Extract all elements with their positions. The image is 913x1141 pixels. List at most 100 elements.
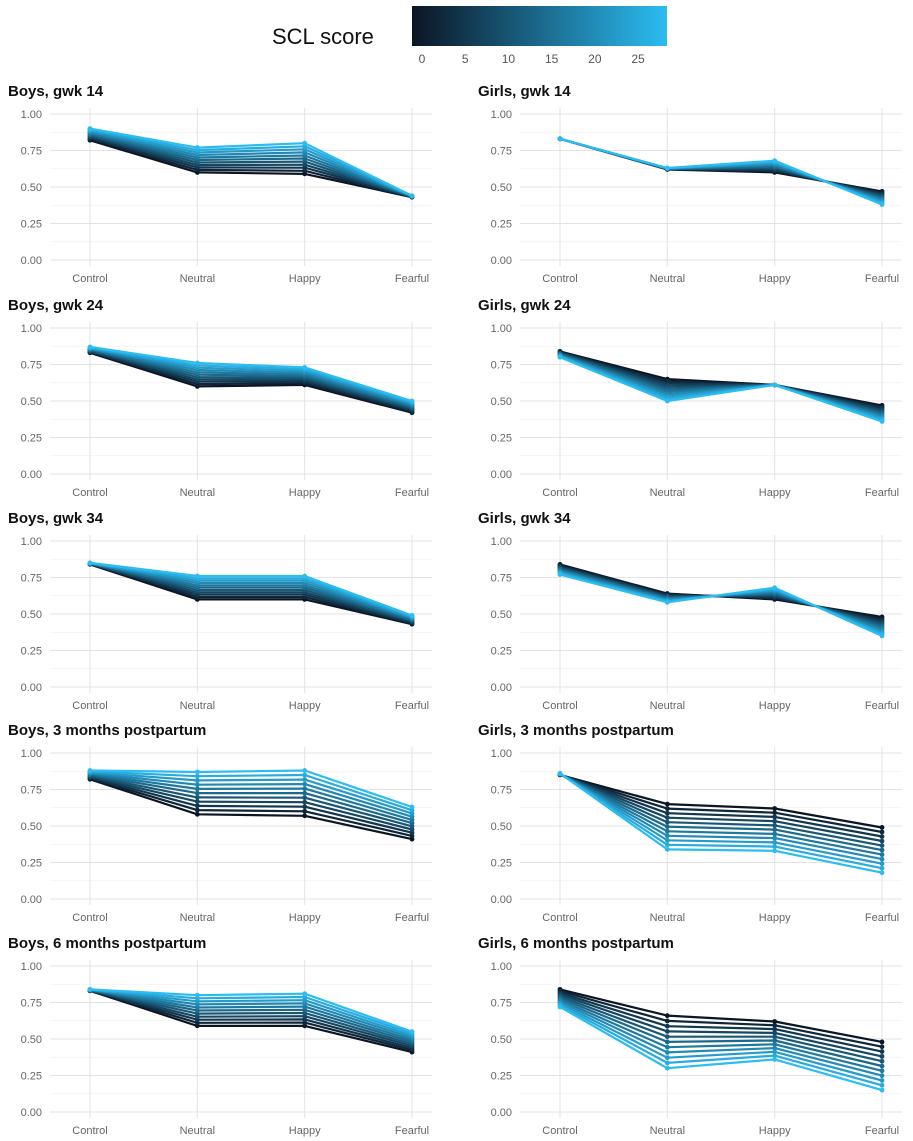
series-line	[89, 562, 413, 621]
data-point	[664, 1065, 670, 1071]
series-line	[89, 138, 413, 199]
x-tick-label: Neutral	[650, 912, 685, 924]
series-line	[89, 562, 413, 621]
series-line	[559, 773, 883, 856]
data-point	[772, 1049, 778, 1055]
x-tick-label: Fearful	[865, 273, 899, 285]
data-point	[664, 1023, 670, 1029]
y-tick-label: 0.25	[491, 433, 512, 445]
series-line	[89, 561, 413, 617]
data-point	[772, 823, 778, 828]
legend-ticks: 0 5 10 15 20 25	[412, 52, 667, 68]
data-point	[302, 804, 308, 810]
x-tick-label: Neutral	[180, 273, 215, 285]
series-line	[89, 988, 413, 1037]
data-point	[194, 773, 200, 779]
series-line	[89, 989, 413, 1046]
series-line	[559, 137, 883, 206]
series-line	[89, 136, 413, 198]
panel: Boys, gwk 14 0.00 0.25 0.50 0.75 1.00 Control N…	[8, 83, 432, 285]
data-point	[772, 1041, 778, 1047]
y-tick-label: 0.75	[491, 360, 512, 372]
data-point	[87, 768, 93, 773]
panel-title: Boys, 3 months postpartum	[8, 722, 206, 739]
series-line	[559, 773, 883, 834]
legend-title: SCL score	[272, 24, 374, 49]
data-point	[879, 865, 885, 871]
data-point	[879, 1058, 885, 1064]
x-tick-label: Happy	[289, 273, 321, 285]
panel-title: Boys, gwk 14	[8, 83, 104, 100]
series-line	[89, 127, 413, 197]
data-point	[87, 986, 93, 992]
data-point	[772, 835, 778, 841]
data-point	[302, 795, 308, 801]
y-tick-label: 0.75	[21, 360, 42, 372]
series-line	[559, 772, 883, 861]
x-tick-label: Fearful	[865, 1125, 899, 1137]
y-tick-label: 0.00	[491, 682, 512, 694]
y-tick-label: 0.00	[21, 469, 42, 481]
series-line	[89, 989, 413, 1043]
series-line	[559, 356, 883, 423]
y-tick-label: 0.00	[21, 255, 42, 267]
x-tick-label: Fearful	[865, 487, 899, 499]
data-point	[879, 1039, 885, 1045]
data-point	[879, 838, 885, 844]
series-line	[89, 561, 413, 618]
data-point	[664, 599, 670, 605]
series-line	[89, 133, 413, 198]
panel: Boys, gwk 24 0.00 0.25 0.50 0.75 1.00 Control N…	[8, 297, 432, 499]
data-point	[302, 991, 308, 997]
y-tick-label: 0.00	[21, 1107, 42, 1119]
series-line	[559, 993, 883, 1058]
data-point	[772, 1045, 778, 1051]
data-point	[879, 1073, 885, 1079]
data-point	[302, 768, 308, 773]
legend-tick: 5	[461, 52, 469, 66]
data-point	[772, 1019, 778, 1024]
series-line	[89, 772, 413, 818]
data-point	[879, 419, 885, 424]
data-point	[664, 833, 670, 839]
series-line	[89, 563, 413, 626]
series-line	[89, 777, 413, 837]
series-line	[89, 988, 413, 1035]
x-tick-label: Control	[542, 700, 577, 712]
series-line	[89, 562, 413, 623]
x-tick-label: Fearful	[395, 487, 429, 499]
series-line	[89, 348, 413, 408]
y-tick-label: 0.25	[21, 433, 42, 445]
y-tick-label: 0.50	[21, 182, 42, 194]
x-tick-label: Happy	[759, 700, 791, 712]
data-point	[664, 801, 670, 807]
y-tick-label: 0.00	[491, 1107, 512, 1119]
y-tick-label: 0.25	[491, 219, 512, 231]
x-tick-label: Neutral	[650, 700, 685, 712]
data-point	[664, 1044, 670, 1050]
x-tick-label: Neutral	[650, 1125, 685, 1137]
legend-tick: 25	[631, 52, 645, 66]
series-line	[89, 989, 413, 1052]
data-point	[772, 827, 778, 833]
y-tick-label: 0.00	[491, 255, 512, 267]
data-point	[194, 782, 200, 788]
y-tick-label: 1.00	[21, 536, 42, 548]
data-point	[879, 843, 885, 848]
data-point	[879, 1068, 885, 1074]
series-line	[89, 350, 413, 412]
data-point	[87, 344, 93, 350]
data-point	[194, 992, 200, 998]
data-point	[194, 778, 200, 783]
x-tick-label: Happy	[289, 912, 321, 924]
series-line	[89, 769, 413, 809]
series-line	[559, 772, 883, 870]
series-line	[89, 776, 413, 834]
x-tick-label: Neutral	[650, 273, 685, 285]
panel: Girls, 3 months postpartum 0.00 0.25 0.50 0.…	[478, 722, 902, 924]
x-tick-label: Happy	[759, 273, 791, 285]
data-point	[664, 1050, 670, 1055]
x-tick-label: Fearful	[865, 912, 899, 924]
panel: Boys, gwk 34 0.00 0.25 0.50 0.75 1.00 Control N…	[8, 510, 432, 712]
